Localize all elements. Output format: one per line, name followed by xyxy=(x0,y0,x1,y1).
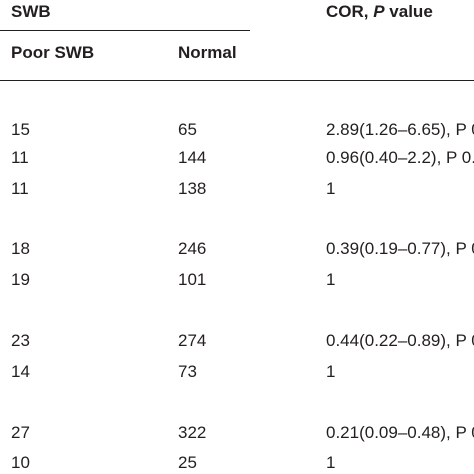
table-cell-poor: 11 xyxy=(11,148,29,167)
cor-value-label: value xyxy=(384,2,433,21)
table-cell-cor: 1 xyxy=(326,362,336,381)
table-cell-cor: 2.89(1.26–6.65), P 0 xyxy=(326,120,474,139)
table-cell-poor: 15 xyxy=(11,120,30,139)
table-cell-poor: 23 xyxy=(11,331,30,350)
header-bottom-rule xyxy=(0,80,474,81)
table-cell-poor: 18 xyxy=(11,239,30,258)
table-cell-normal: 246 xyxy=(178,239,207,258)
table-cell-normal: 25 xyxy=(178,453,197,472)
table-cell-cor: 0.96(0.40–2.2), P 0.9 xyxy=(326,148,474,167)
table-cell-normal: 274 xyxy=(178,331,207,350)
group-header-rule xyxy=(0,30,250,31)
table-cell-normal: 101 xyxy=(178,270,207,289)
table-cell-cor: 1 xyxy=(326,179,336,198)
table-cell-cor: 0.21(0.09–0.48), P 0 xyxy=(326,423,474,442)
column-header-normal: Normal xyxy=(178,43,237,62)
table-cell-poor: 27 xyxy=(11,423,30,442)
table-cell-poor: 19 xyxy=(11,270,30,289)
table-cell-cor: 1 xyxy=(326,270,336,289)
header-cor-p-value: COR, P value xyxy=(326,2,433,22)
column-header-poor-swb: Poor SWB xyxy=(11,43,95,62)
table-cell-cor: 0.39(0.19–0.77), P 0 xyxy=(326,239,474,258)
table-cell-poor: 14 xyxy=(11,362,30,381)
cor-p-italic: P xyxy=(373,2,385,21)
table-cell-cor: 0.44(0.22–0.89), P 0 xyxy=(326,331,474,350)
table-cell-normal: 65 xyxy=(178,120,197,139)
table-cell-cor: 1 xyxy=(326,453,336,472)
group-header-swb: SWB xyxy=(11,2,51,21)
cor-label: COR, xyxy=(326,2,374,21)
table-cell-normal: 322 xyxy=(178,423,207,442)
table-cell-normal: 73 xyxy=(178,362,197,381)
table-cell-normal: 144 xyxy=(178,148,207,167)
table-cell-normal: 138 xyxy=(178,179,207,198)
table-cell-poor: 11 xyxy=(11,179,29,198)
table-cell-poor: 10 xyxy=(11,453,30,472)
